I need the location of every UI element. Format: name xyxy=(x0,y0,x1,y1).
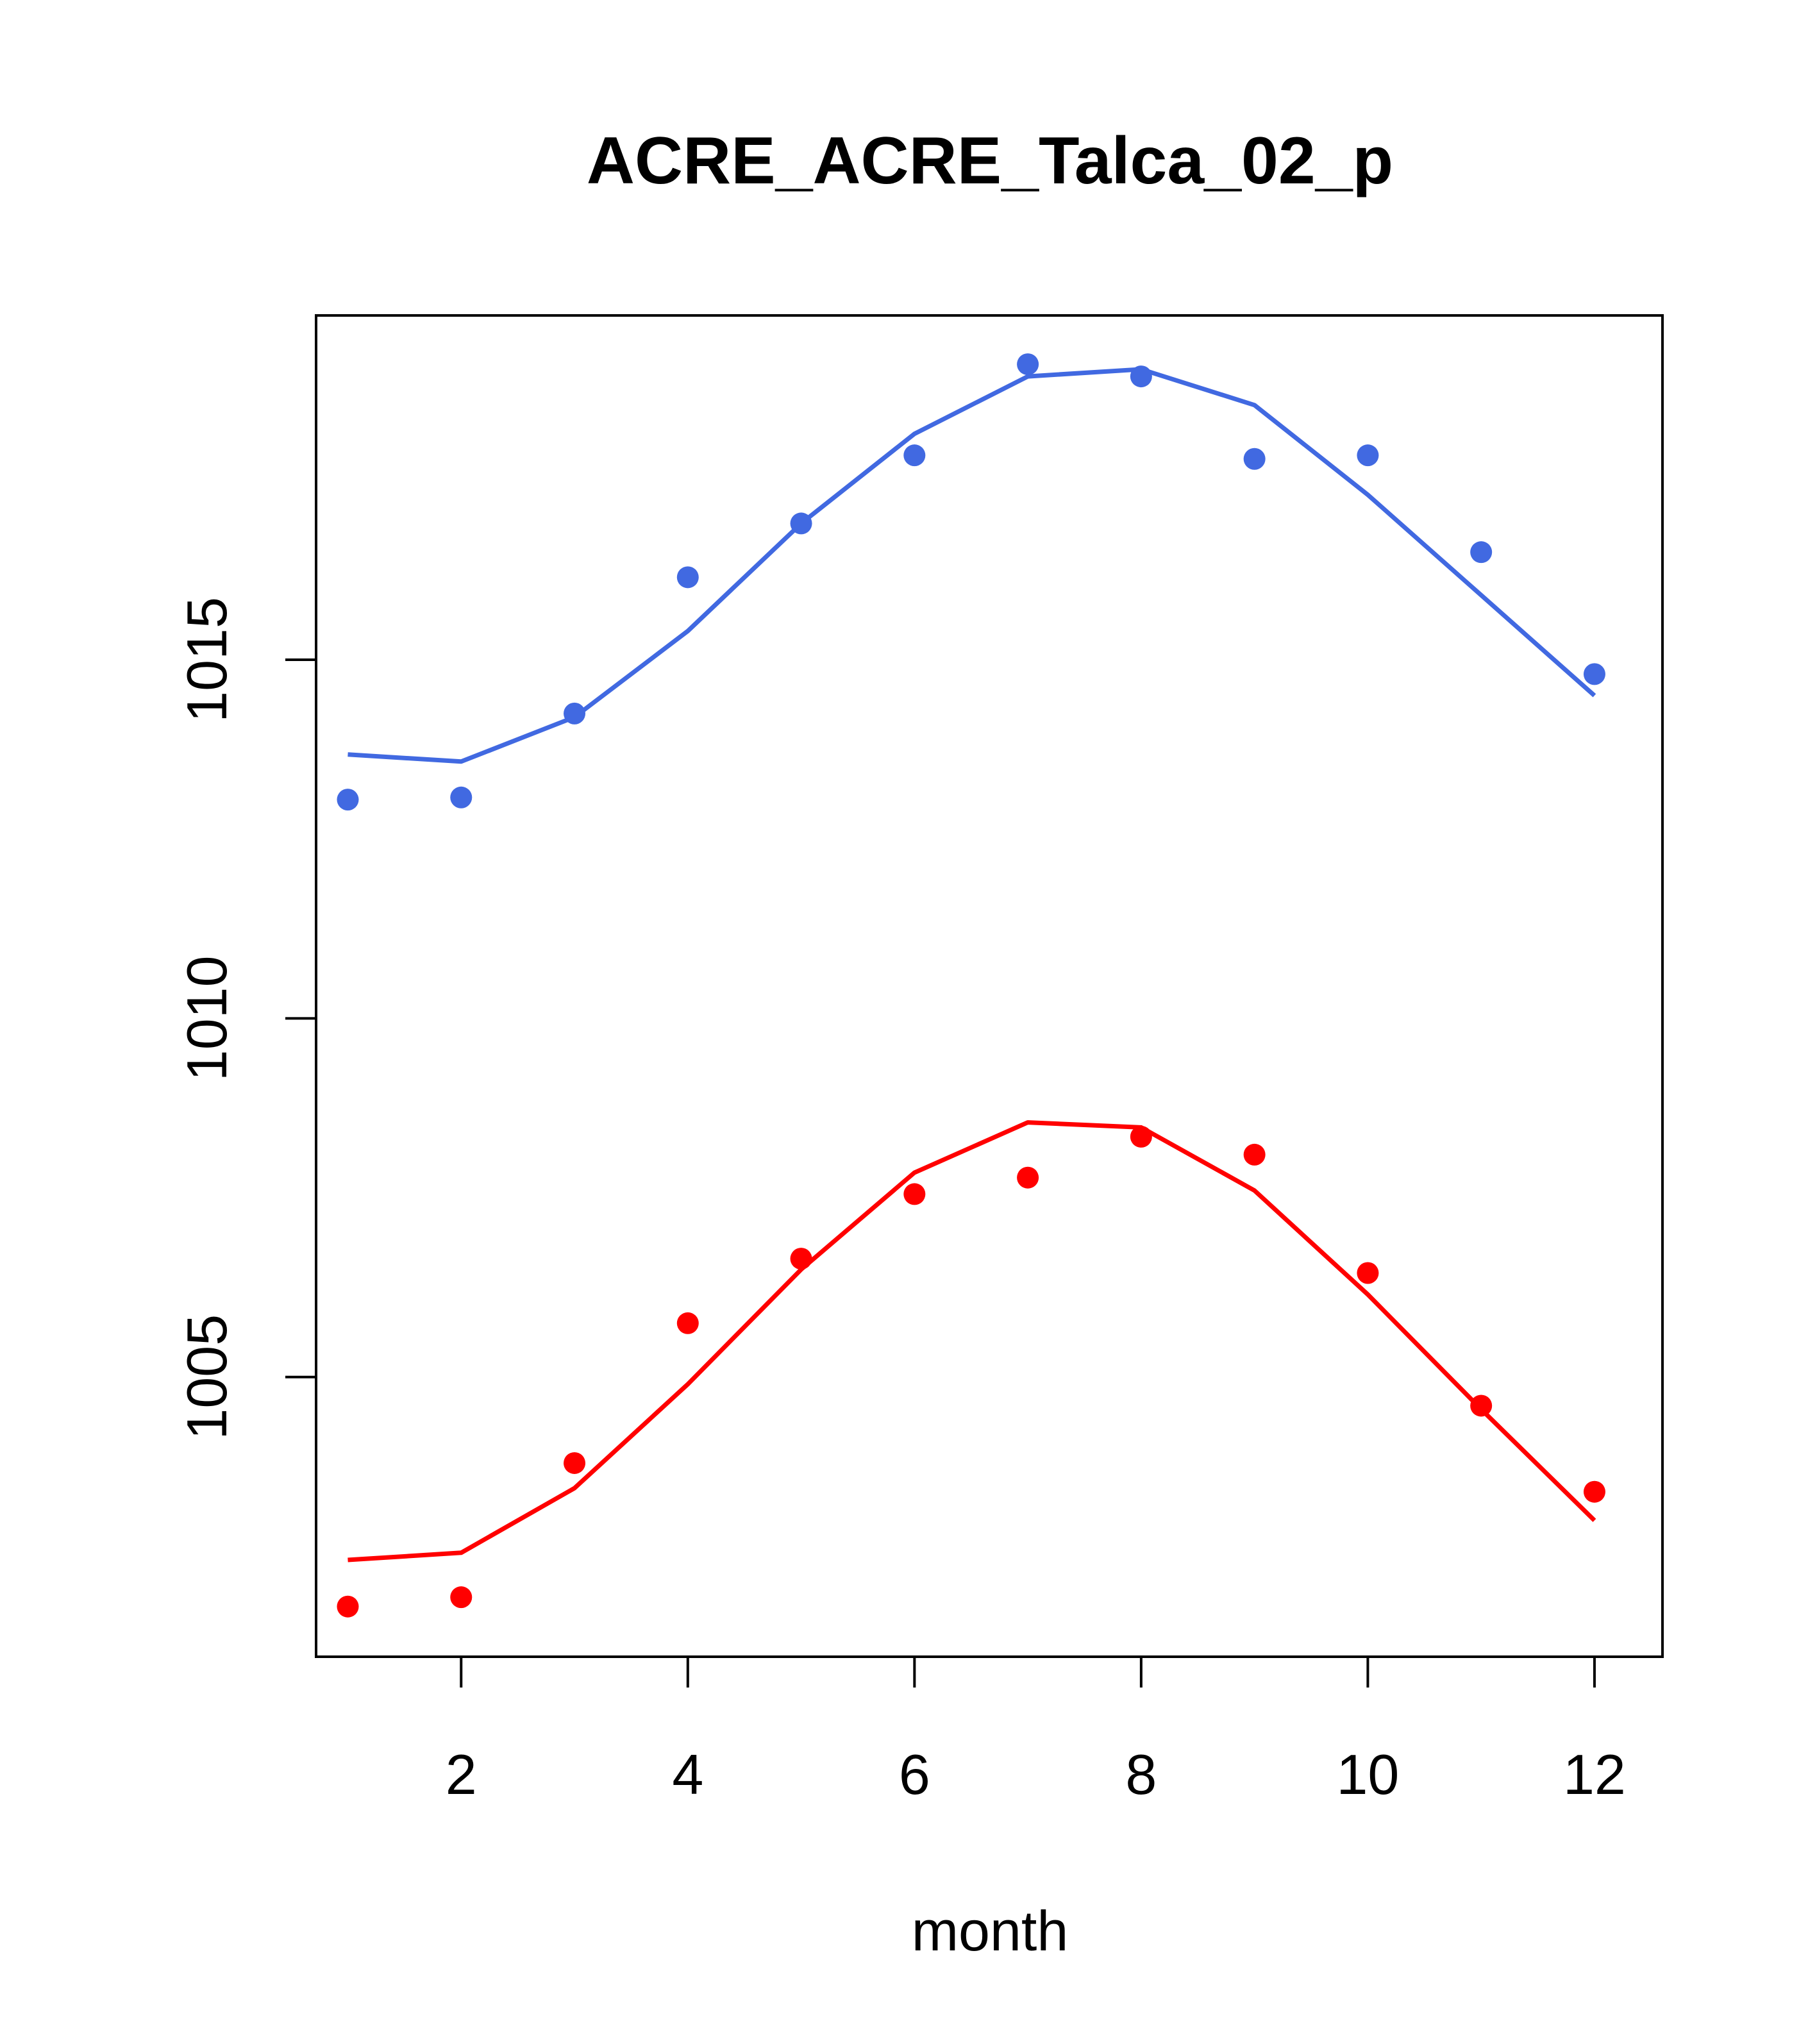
y-axis: 1005 1010 1015 xyxy=(175,597,316,1440)
data-point xyxy=(1470,541,1493,564)
series-red xyxy=(337,1120,1605,1618)
chart-title: ACRE_ACRE_Talca_02_p xyxy=(587,124,1393,198)
data-point xyxy=(337,1595,359,1618)
data-point xyxy=(1243,448,1266,470)
data-point xyxy=(1357,444,1379,467)
y-tick-label: 1015 xyxy=(175,597,239,723)
x-tick-label: 6 xyxy=(899,1743,930,1806)
data-point xyxy=(790,1248,812,1270)
data-point xyxy=(676,1312,699,1334)
x-tick-label: 12 xyxy=(1563,1743,1626,1806)
data-point xyxy=(1583,1480,1605,1503)
data-point xyxy=(1130,1125,1152,1148)
y-tick-label: 1010 xyxy=(175,955,239,1081)
plot-frame xyxy=(315,314,1664,1658)
data-point xyxy=(1357,1262,1379,1284)
data-point xyxy=(1583,663,1605,685)
y-tick-label: 1005 xyxy=(175,1314,239,1440)
data-point xyxy=(676,566,699,589)
data-point xyxy=(450,1586,473,1609)
x-axis-label: month xyxy=(912,1899,1069,1963)
data-point xyxy=(1243,1143,1266,1166)
fit-line xyxy=(347,1120,1596,1562)
data-point xyxy=(564,702,586,725)
data-point xyxy=(1017,353,1039,376)
data-point xyxy=(903,1183,926,1205)
fit-line xyxy=(347,367,1596,764)
data-point xyxy=(903,444,926,467)
x-tick-label: 10 xyxy=(1336,1743,1399,1806)
plot-area xyxy=(337,353,1605,1618)
x-tick-label: 4 xyxy=(672,1743,703,1806)
series-blue xyxy=(337,353,1605,811)
data-point xyxy=(1470,1395,1493,1417)
data-point xyxy=(337,789,359,811)
data-point xyxy=(564,1452,586,1474)
x-tick-label: 2 xyxy=(446,1743,477,1806)
x-tick-label: 8 xyxy=(1125,1743,1157,1806)
data-point xyxy=(450,786,473,808)
data-point xyxy=(1017,1166,1039,1189)
data-point xyxy=(790,512,812,535)
data-point xyxy=(1130,365,1152,388)
x-axis: 2 4 6 8 10 12 xyxy=(446,1657,1626,1806)
